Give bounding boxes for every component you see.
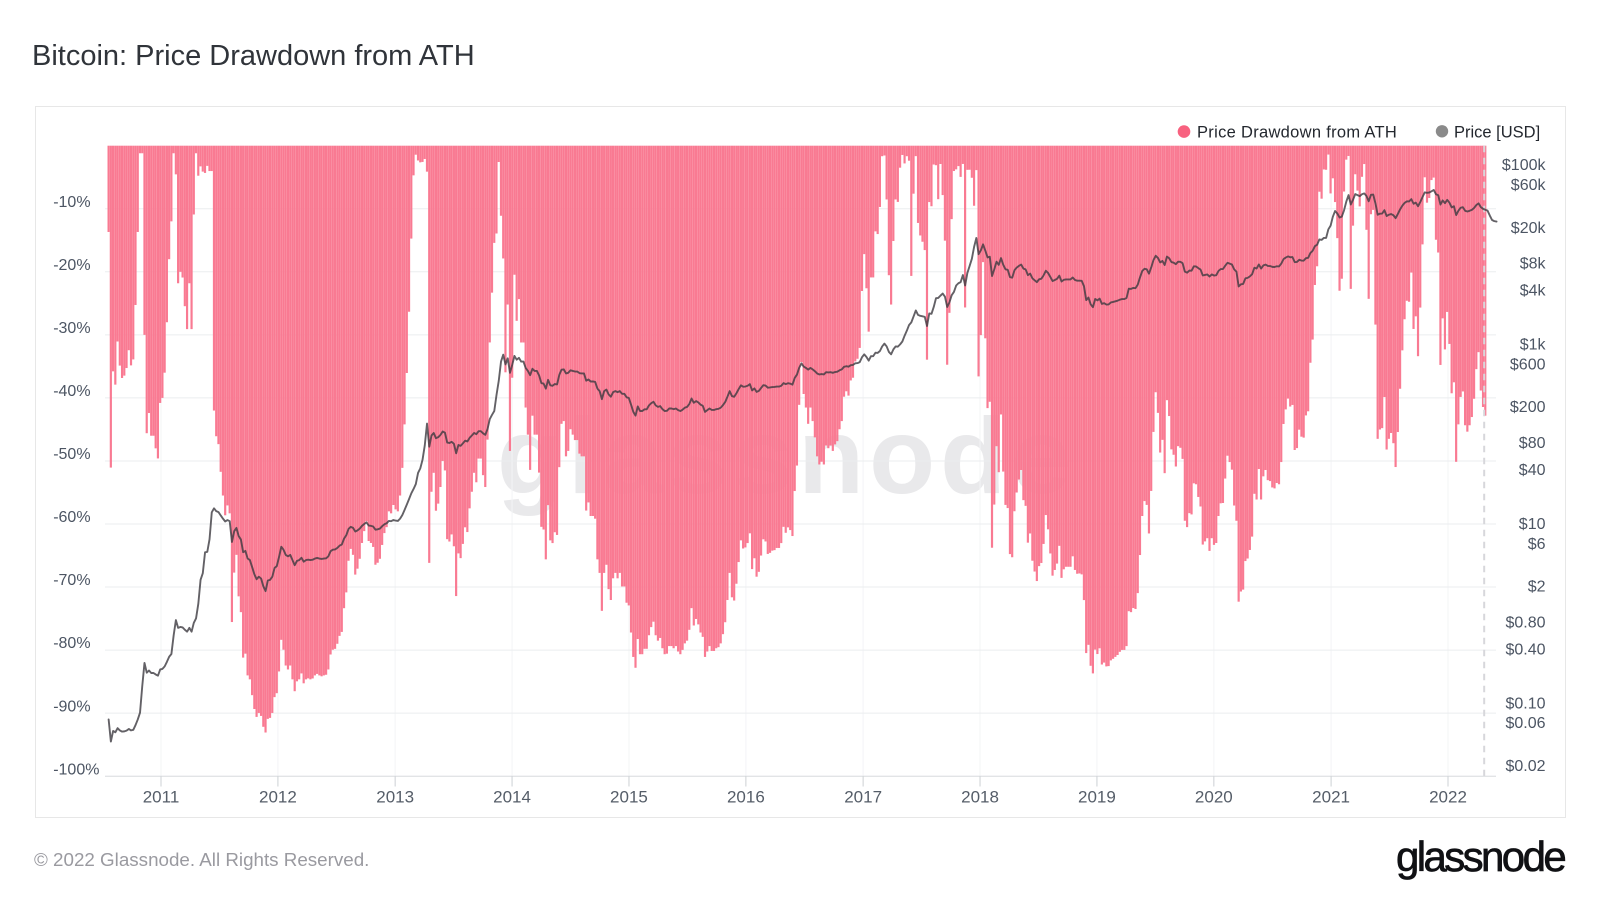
svg-text:$0.80: $0.80 [1505,614,1545,631]
svg-text:$100k: $100k [1502,157,1547,174]
svg-text:$40: $40 [1519,462,1546,479]
svg-text:$1k: $1k [1520,337,1547,354]
svg-text:$0.40: $0.40 [1505,641,1545,658]
svg-text:$0.06: $0.06 [1505,715,1545,732]
svg-text:$4k: $4k [1520,283,1547,300]
svg-text:-70%: -70% [53,572,90,589]
svg-text:-30%: -30% [53,320,90,337]
svg-text:2022: 2022 [1429,788,1467,807]
svg-text:2019: 2019 [1078,788,1116,807]
svg-text:2016: 2016 [727,788,765,807]
svg-text:$2: $2 [1528,579,1546,596]
svg-text:-90%: -90% [53,698,90,715]
svg-text:2018: 2018 [961,788,999,807]
svg-text:2015: 2015 [610,788,648,807]
svg-text:$6: $6 [1528,536,1546,553]
svg-text:2020: 2020 [1195,788,1233,807]
svg-text:$600: $600 [1510,356,1546,373]
svg-text:Price Drawdown from ATH: Price Drawdown from ATH [1197,123,1397,141]
svg-text:-60%: -60% [53,509,90,526]
svg-text:2021: 2021 [1312,788,1350,807]
svg-text:$0.10: $0.10 [1505,695,1545,712]
svg-text:$80: $80 [1519,435,1546,452]
svg-text:2017: 2017 [844,788,882,807]
svg-text:$200: $200 [1510,399,1546,416]
svg-text:$60k: $60k [1511,177,1547,194]
svg-text:2014: 2014 [493,788,531,807]
svg-text:-100%: -100% [53,761,99,778]
svg-text:Price [USD]: Price [USD] [1454,123,1540,141]
svg-text:-50%: -50% [53,446,90,463]
svg-text:$8k: $8k [1520,255,1547,272]
svg-text:2012: 2012 [259,788,297,807]
svg-text:-10%: -10% [53,194,90,211]
svg-text:-20%: -20% [53,257,90,274]
svg-text:$20k: $20k [1511,220,1547,237]
svg-text:-80%: -80% [53,635,90,652]
svg-text:$10: $10 [1519,516,1546,533]
svg-text:$0.02: $0.02 [1505,758,1545,775]
svg-text:-40%: -40% [53,383,90,400]
svg-text:2011: 2011 [143,788,180,807]
svg-text:2013: 2013 [376,788,414,807]
